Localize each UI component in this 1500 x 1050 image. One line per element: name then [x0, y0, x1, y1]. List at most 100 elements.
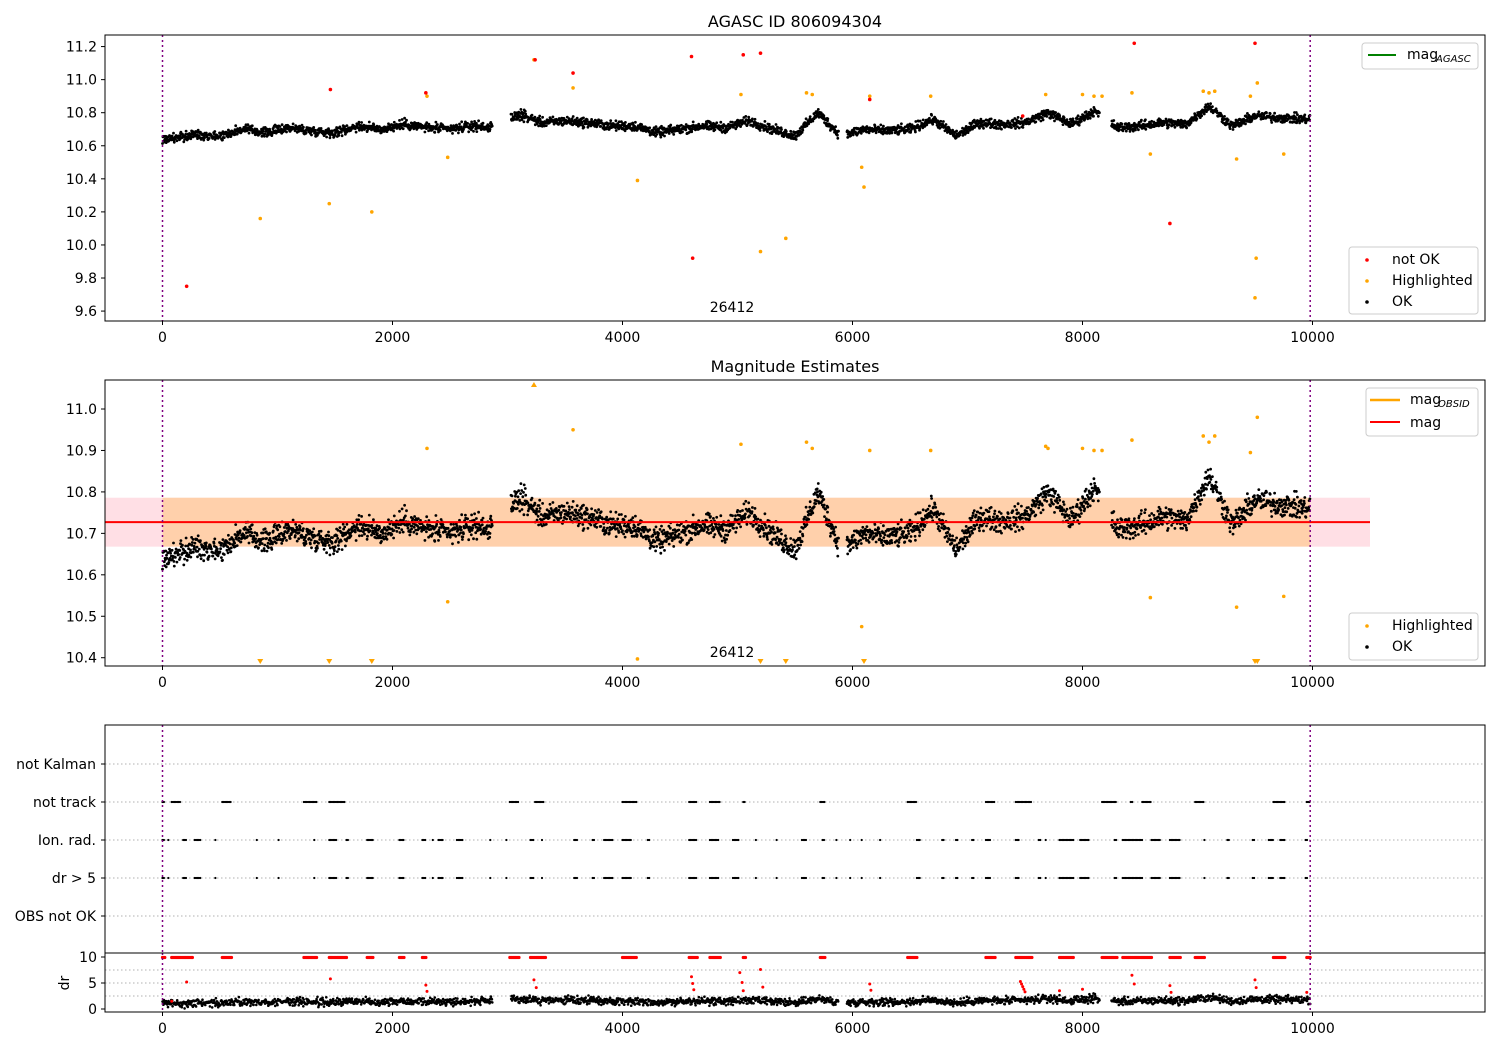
data-point-ok: [732, 125, 735, 129]
data-point-ok: [617, 531, 621, 534]
data-point-ok: [597, 508, 600, 512]
data-point-ok: [332, 552, 335, 556]
data-point-highlighted: [739, 92, 743, 97]
data-point-ok: [392, 536, 395, 540]
data-point-highlighted: [1281, 152, 1286, 156]
data-point-ok: [1195, 117, 1199, 121]
data-point-ok: [412, 530, 416, 534]
data-point-not-ok: [571, 71, 575, 75]
data-point-ok: [753, 117, 757, 121]
data-point-ok: [261, 531, 265, 535]
data-point-not-ok: [1168, 221, 1172, 226]
data-point-ok: [250, 531, 254, 535]
data-point-ok: [614, 535, 618, 538]
data-point-ok: [835, 539, 839, 543]
data-point-highlighted: [758, 249, 763, 254]
data-point-ok: [400, 118, 404, 121]
data-point-ok: [1202, 112, 1206, 116]
panel-agasc-legend-lower: not OK Highlighted OK: [1348, 246, 1479, 315]
data-point-ok: [914, 130, 917, 134]
data-point-ok: [623, 129, 627, 133]
data-point-ok: [401, 127, 405, 131]
data-point-ok: [1144, 118, 1147, 122]
data-point-ok: [202, 559, 206, 563]
data-point-ok: [794, 138, 798, 141]
data-point-ok: [250, 523, 254, 527]
data-point-ok: [690, 531, 694, 535]
data-point-ok: [172, 564, 176, 568]
data-point-ok: [575, 504, 579, 508]
data-point-ok: [488, 535, 492, 539]
data-point-ok: [706, 528, 710, 531]
legend-marker-ok: [1365, 300, 1369, 304]
data-point-ok: [535, 512, 538, 516]
data-point-ok: [170, 134, 174, 138]
data-point-ok: [653, 540, 657, 544]
data-point-ok: [741, 509, 744, 512]
data-point-ok: [161, 142, 164, 145]
data-point-ok: [229, 550, 233, 553]
data-point-ok: [560, 511, 563, 514]
data-point-ok: [310, 546, 313, 550]
legend-marker-highlighted: [1365, 279, 1369, 283]
data-point-ok: [544, 522, 548, 526]
data-point-ok: [719, 534, 723, 538]
data-point-ok: [766, 538, 769, 541]
data-point-ok: [475, 537, 479, 541]
data-point-ok: [677, 532, 681, 536]
data-point-ok: [536, 514, 540, 518]
data-point-ok: [541, 502, 544, 505]
data-point-ok: [469, 533, 473, 537]
data-point-highlighted: [1201, 89, 1206, 94]
data-point-ok: [726, 533, 730, 537]
data-point-not-ok: [758, 51, 763, 55]
data-point-ok: [713, 533, 717, 536]
data-point-ok: [804, 505, 808, 509]
data-point-ok: [475, 130, 479, 134]
data-point-highlighted: [258, 216, 263, 221]
data-point-ok: [586, 526, 590, 530]
data-point-ok: [331, 129, 334, 133]
data-point-ok: [333, 545, 337, 549]
data-point-ok: [268, 531, 271, 535]
data-point-ok: [449, 124, 453, 127]
data-point-ok: [744, 115, 748, 118]
data-point-ok: [349, 534, 353, 538]
data-point-ok: [836, 133, 839, 137]
data-point-ok: [800, 540, 804, 543]
data-point-ok: [189, 548, 192, 552]
data-point-ok: [204, 544, 208, 548]
data-point-ok: [444, 530, 447, 534]
data-point-highlighted: [1043, 92, 1048, 97]
data-point-ok: [411, 517, 415, 521]
data-point-highlighted: [867, 94, 872, 98]
data-point-ok: [845, 535, 849, 539]
data-point-ok: [1231, 128, 1235, 131]
data-point-ok: [459, 531, 462, 535]
data-point-ok: [690, 127, 694, 131]
data-point-ok: [921, 118, 925, 122]
data-point-ok: [767, 122, 771, 126]
data-point-ok: [811, 511, 815, 515]
data-point-ok: [330, 541, 334, 545]
data-point-ok: [261, 537, 265, 540]
data-point-ok: [285, 539, 288, 542]
data-point-ok: [234, 523, 238, 526]
data-point-highlighted: [327, 201, 332, 206]
data-point-ok: [744, 499, 748, 503]
data-point-ok: [663, 549, 666, 552]
data-point-ok: [249, 534, 253, 538]
data-point-ok: [197, 134, 201, 137]
data-point-ok: [547, 516, 551, 520]
data-point-ok: [317, 532, 321, 536]
data-point-ok: [1228, 127, 1232, 130]
data-point-ok: [849, 134, 853, 138]
data-point-ok: [668, 125, 672, 129]
data-point-highlighted: [1207, 91, 1211, 95]
data-point-not-ok: [184, 284, 189, 289]
data-point-ok: [519, 482, 523, 485]
data-point-ok: [394, 526, 398, 529]
data-point-ok: [1257, 110, 1261, 114]
data-point-ok: [569, 515, 572, 519]
data-point-ok: [758, 129, 762, 132]
